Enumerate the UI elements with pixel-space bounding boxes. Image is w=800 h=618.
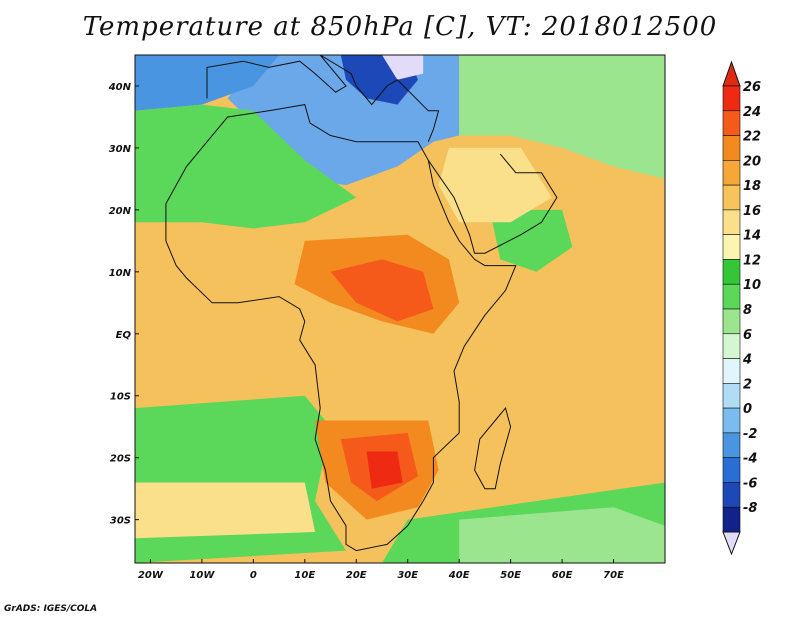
colorbar-level-label: 0	[743, 402, 752, 417]
colorbar-swatch	[722, 184, 741, 211]
colorbar-level-label: 26	[743, 80, 761, 95]
colorbar-level-label: 22	[743, 130, 761, 145]
lon-tick-label: 20W	[138, 570, 164, 581]
colorbar-swatch	[722, 135, 741, 161]
colorbar-swatch	[722, 160, 741, 186]
colorbar-level-label: 24	[743, 105, 761, 120]
colorbar-level-label: 20	[743, 154, 761, 169]
field-hottest-southern-africa	[366, 451, 403, 489]
lat-tick-label: 30S	[110, 516, 131, 527]
colorbar-swatch	[722, 407, 741, 434]
field-pale-green-south-indian	[459, 507, 665, 563]
field-green-southwest-atlantic	[135, 395, 346, 563]
colorbar-level-label: 12	[743, 253, 761, 268]
colorbar-level-label: 18	[743, 179, 761, 194]
colorbar-swatch	[722, 506, 741, 533]
colorbar-level-label: -8	[743, 501, 757, 516]
colorbar-level-label: 10	[743, 278, 761, 293]
colorbar-level-label: 16	[743, 204, 761, 219]
colorbar-level-label: 8	[743, 303, 752, 318]
colorbar-level-label: -2	[743, 427, 757, 442]
colorbar-swatch	[722, 259, 741, 285]
europe-coastline	[206, 55, 440, 142]
lat-tick-label: 10N	[109, 268, 132, 279]
lon-tick-label: 30E	[397, 570, 418, 581]
colorbar-level-label: 6	[743, 328, 752, 343]
colorbar-bottom-arrow	[722, 531, 741, 556]
lat-tick-label: EQ	[116, 330, 132, 341]
colorbar-swatch	[722, 110, 741, 136]
grads-credit: GrADS: IGES/COLA	[4, 604, 98, 614]
field-green-sahara-north	[135, 104, 357, 229]
colorbar-swatch	[722, 85, 741, 112]
colorbar-level-label: -4	[743, 452, 757, 467]
temperature-fields	[135, 55, 665, 563]
longitude-tick-labels: 20W 10W 0 10E 20E 30E 40E 50E 60E 70E	[138, 559, 624, 581]
madagascar-coastline	[474, 407, 512, 490]
colorbar-swatch	[722, 308, 741, 335]
plot-frame	[134, 54, 666, 564]
lon-tick-label: 50E	[500, 570, 521, 581]
colorbar-top-arrow	[722, 60, 741, 87]
field-hotter-central-africa	[330, 259, 434, 322]
lat-tick-label: 10S	[110, 392, 131, 403]
coastlines	[165, 55, 558, 552]
latitude-tick-labels: 40N 30N 20N 10N EQ 10S 20S 30S	[108, 82, 139, 527]
lat-tick-label: 20N	[109, 206, 132, 217]
map-plot-area	[135, 55, 665, 563]
field-coldest-core	[382, 55, 424, 80]
lon-tick-label: 20E	[346, 570, 367, 581]
arabia-coastline	[427, 153, 558, 254]
lon-tick-label: 10W	[189, 570, 215, 581]
lat-tick-label: 40N	[108, 82, 132, 93]
field-pale-yellow-arabia	[438, 147, 552, 223]
colorbar-swatch	[722, 457, 741, 483]
colorbar-level-label: 2	[743, 377, 752, 392]
colorbar-swatch	[722, 358, 741, 384]
colorbar-level-label: 14	[743, 229, 761, 244]
colorbar-swatch	[722, 283, 741, 310]
colorbar-swatch	[722, 333, 741, 359]
colorbar-swatch	[722, 234, 741, 260]
colorbar-swatch	[722, 432, 741, 458]
lon-tick-label: 10E	[294, 570, 315, 581]
lon-tick-label: 0	[250, 570, 257, 581]
colorbar-level-label: -6	[743, 476, 757, 491]
colorbar-swatch	[722, 209, 741, 235]
field-green-arabia	[490, 209, 573, 272]
field-green-middle-east	[459, 55, 665, 179]
africa-coastline	[165, 104, 517, 552]
lon-tick-label: 70E	[603, 570, 624, 581]
colorbar-swatch	[722, 383, 741, 409]
map-title: Temperature at 850hPa [C], VT: 201801250…	[82, 12, 718, 42]
colorbar-level-label: 4	[742, 353, 752, 368]
lat-tick-label: 30N	[109, 144, 132, 155]
lon-tick-label: 60E	[552, 570, 573, 581]
colorbar-swatch	[722, 482, 741, 508]
lat-tick-label: 20S	[110, 454, 131, 465]
field-pale-south-atlantic	[135, 482, 316, 539]
lon-tick-label: 40E	[448, 570, 470, 581]
